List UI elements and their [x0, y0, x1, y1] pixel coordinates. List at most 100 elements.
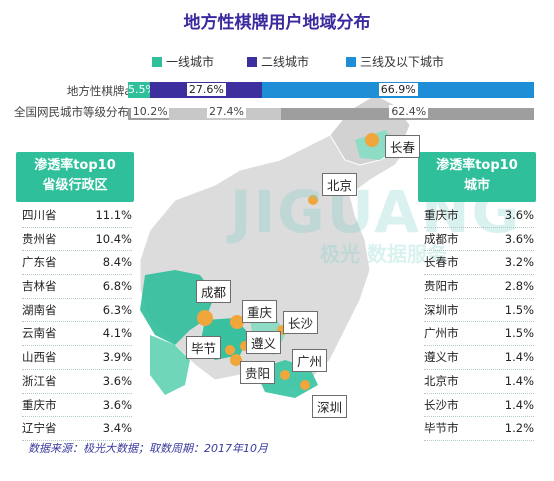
province-value: 8.4%	[102, 255, 132, 270]
legend-item-2: 二线城市	[247, 53, 309, 70]
city-value: 2.8%	[504, 279, 534, 294]
city-name: 毕节市	[424, 421, 459, 436]
province-row: 辽宁省 3.4%	[22, 417, 132, 441]
city-row: 贵阳市 2.8%	[424, 275, 534, 299]
province-row: 山西省 3.9%	[22, 346, 132, 370]
dot-bijie	[225, 345, 235, 355]
city-label-beijing: 北京	[322, 173, 358, 196]
city-name: 长沙市	[424, 397, 459, 412]
province-row: 广东省 8.4%	[22, 251, 132, 276]
dot-shenzhen	[300, 380, 310, 390]
row-label-national: 全国网民城市等级分布	[14, 105, 129, 119]
province-row: 吉林省 6.8%	[22, 275, 132, 299]
city-value: 1.4%	[504, 373, 534, 388]
city-label-shenzhen: 深圳	[312, 395, 348, 418]
province-value: 4.1%	[102, 326, 132, 341]
city-value: 3.2%	[504, 255, 534, 270]
province-name: 云南省	[22, 326, 57, 341]
city-label-guiyang: 贵阳	[240, 361, 276, 384]
city-name: 北京市	[424, 373, 459, 388]
bar-app-label-1: 5.5%	[128, 83, 156, 96]
province-value: 10.4%	[95, 231, 132, 246]
city-name: 长春市	[424, 255, 459, 270]
province-name: 重庆市	[22, 397, 57, 412]
province-name: 吉林省	[22, 279, 57, 294]
province-row: 云南省 4.1%	[22, 322, 132, 347]
row-label-app: 地方性棋牌app	[66, 84, 146, 98]
province-row: 浙江省 3.6%	[22, 370, 132, 394]
province-value: 3.4%	[102, 421, 132, 436]
city-value: 1.5%	[504, 326, 534, 341]
city-value: 1.4%	[504, 350, 534, 365]
bar-app-seg-1: 5.5%	[128, 82, 156, 98]
province-row: 四川省 11.1%	[22, 204, 132, 228]
right-panel-title-line2: 城市	[463, 178, 490, 193]
city-value: 1.4%	[504, 397, 534, 412]
city-table: 重庆市 3.6% 成都市 3.6% 长春市 3.2% 贵阳市 2.8% 深圳市 1.5% 广州市 1.…	[424, 204, 534, 441]
city-name: 深圳市	[424, 302, 459, 317]
bar-national-label-1: 10.2%	[130, 105, 170, 118]
province-name: 湖南省	[22, 302, 57, 317]
legend-label-1: 一线城市	[166, 55, 215, 69]
city-label-changchun: 长春	[385, 135, 421, 158]
right-panel-title-line1: 渗透率top10	[436, 158, 518, 173]
province-row: 贵州省 10.4%	[22, 228, 132, 252]
city-name: 遵义市	[424, 350, 459, 365]
dot-guiyang	[230, 354, 242, 366]
city-row: 深圳市 1.5%	[424, 299, 534, 323]
left-panel-title-line2: 省级行政区	[42, 178, 108, 193]
city-row: 北京市 1.4%	[424, 370, 534, 394]
bar-app-seg-3: 66.9%	[262, 82, 534, 98]
dot-chengdu	[197, 310, 213, 326]
legend-swatch-1	[152, 57, 162, 67]
city-value: 3.6%	[504, 231, 534, 246]
city-row: 长沙市 1.4%	[424, 394, 534, 418]
dot-guangzhou	[280, 370, 290, 380]
legend-item-3: 三线及以下城市	[346, 53, 444, 70]
footer-source: 数据来源：极光大数据；取数周期：2017年10月	[28, 442, 268, 455]
city-label-chongqing: 重庆	[242, 300, 278, 323]
province-value: 3.6%	[102, 373, 132, 388]
province-name: 广东省	[22, 255, 57, 270]
watermark-cn: 极光 数据服务	[320, 242, 447, 266]
dot-beijing	[308, 195, 318, 205]
province-name: 辽宁省	[22, 421, 57, 436]
dot-chongqing	[230, 315, 244, 329]
province-row: 重庆市 3.6%	[22, 394, 132, 418]
province-name: 山西省	[22, 350, 57, 365]
legend-label-2: 二线城市	[261, 55, 310, 69]
city-value: 3.6%	[504, 208, 534, 222]
city-row: 遵义市 1.4%	[424, 346, 534, 370]
bar-national-label-2: 27.4%	[207, 105, 246, 118]
bar-app-label-3: 66.9%	[378, 83, 418, 96]
province-value: 6.3%	[102, 302, 132, 317]
city-label-zunyi: 遵义	[246, 331, 282, 354]
province-value: 11.1%	[95, 208, 132, 222]
province-name: 贵州省	[22, 231, 57, 246]
city-label-guangzhou: 广州	[292, 349, 328, 372]
legend-swatch-2	[247, 57, 257, 67]
city-row: 成都市 3.6%	[424, 228, 534, 252]
city-row: 广州市 1.5%	[424, 322, 534, 347]
bar-app-label-2: 27.6%	[186, 83, 226, 96]
city-name: 广州市	[424, 326, 459, 341]
page-title: 地方性棋牌用户地域分布	[183, 13, 371, 33]
bar-app-seg-2: 27.6%	[150, 82, 263, 98]
city-name: 成都市	[424, 231, 459, 246]
left-panel-title-line1: 渗透率top10	[34, 158, 116, 173]
bar-national-label-3: 62.4%	[389, 105, 429, 118]
city-name: 重庆市	[424, 208, 459, 222]
right-panel-title: 渗透率top10 城市	[418, 152, 536, 202]
province-row: 湖南省 6.3%	[22, 299, 132, 323]
city-name: 贵阳市	[424, 279, 459, 294]
province-value: 6.8%	[102, 279, 132, 294]
legend-label-3: 三线及以下城市	[360, 55, 445, 69]
province-value: 3.9%	[102, 350, 132, 365]
city-label-changsha: 长沙	[283, 311, 319, 334]
legend-swatch-3	[346, 57, 356, 67]
city-label-chengdu: 成都	[196, 280, 232, 303]
city-value: 1.5%	[504, 302, 534, 317]
left-panel-title: 渗透率top10 省级行政区	[16, 152, 134, 202]
province-name: 浙江省	[22, 373, 57, 388]
city-row: 毕节市 1.2%	[424, 417, 534, 441]
